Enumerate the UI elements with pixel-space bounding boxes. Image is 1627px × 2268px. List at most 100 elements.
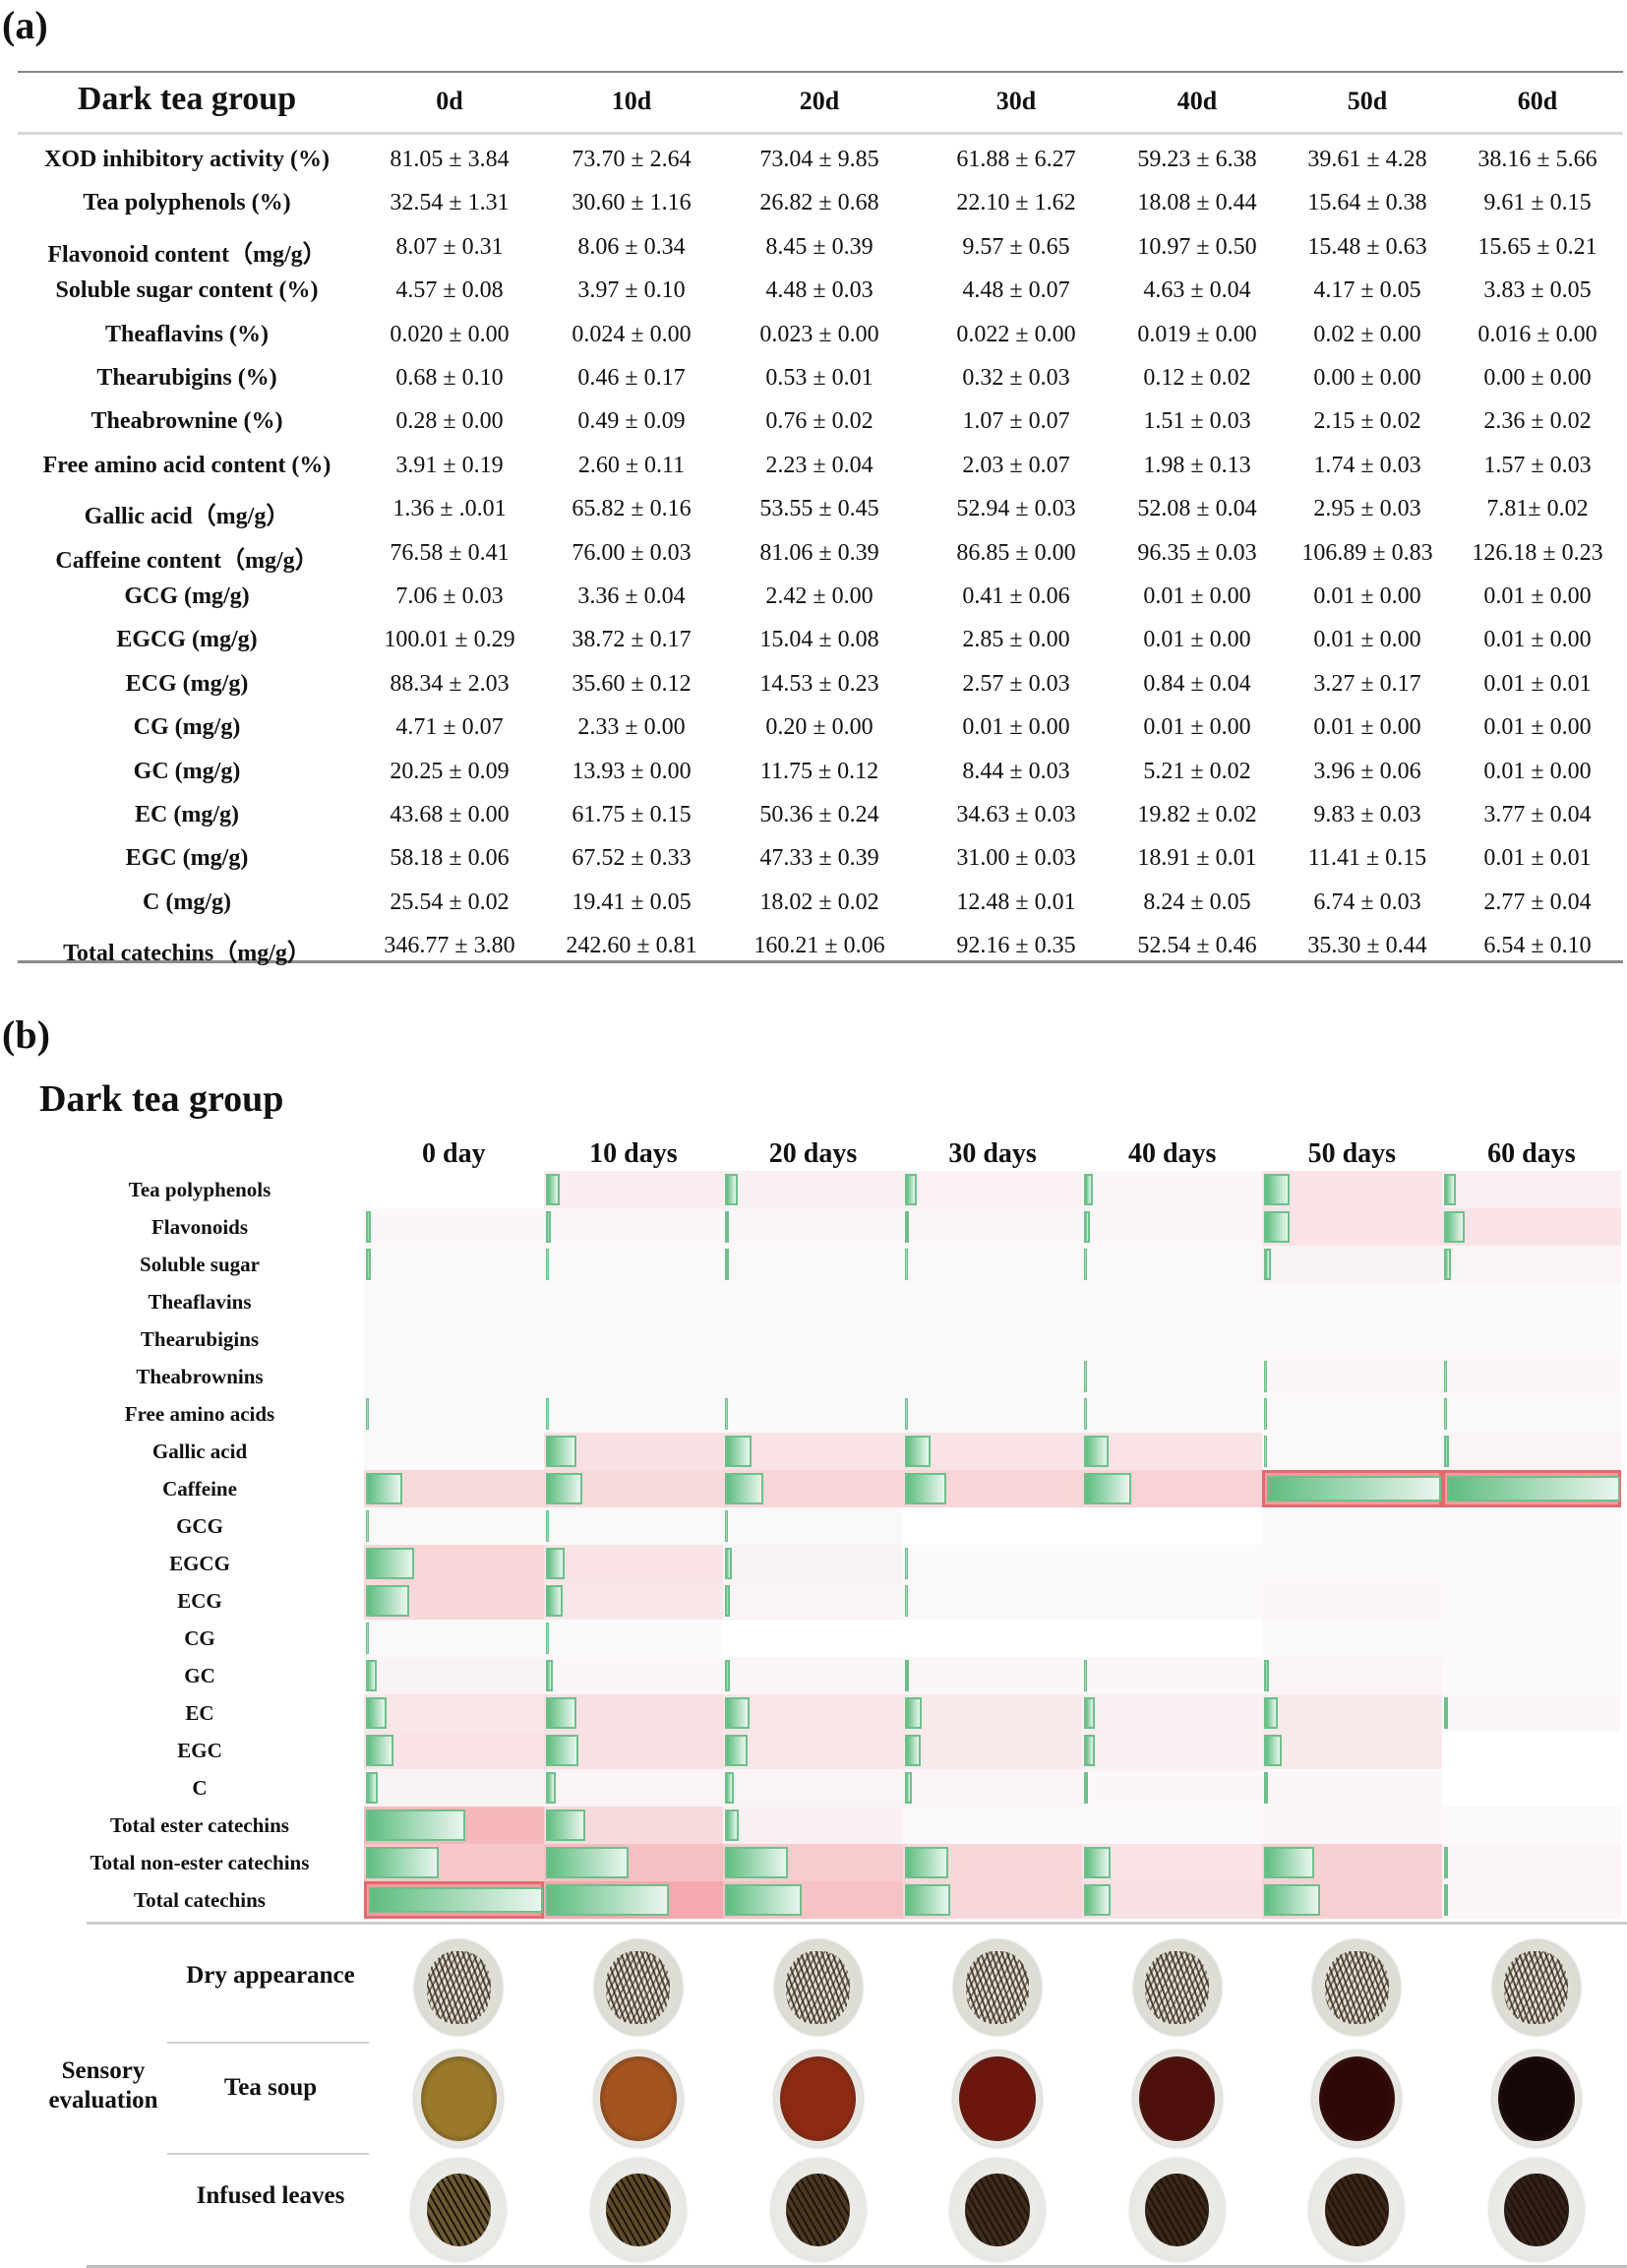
heatmap-cell xyxy=(1441,1433,1622,1470)
heatmap-cell xyxy=(902,1582,1083,1620)
heatmap-cell xyxy=(364,1694,544,1732)
heatmap-cell xyxy=(723,1620,903,1657)
heatmap-bar xyxy=(904,1436,932,1467)
heatmap-bar xyxy=(545,1697,577,1729)
table-cell: 50.36 ± 0.24 xyxy=(759,802,879,828)
heatmap-cell xyxy=(1262,1246,1442,1283)
row-label: Gallic acid（mg/g） xyxy=(84,504,290,530)
heatmap-cell xyxy=(364,1807,544,1844)
table-cell: 2.42 ± 0.00 xyxy=(765,583,874,609)
heatmap-cell xyxy=(902,1620,1083,1657)
heatmap-cell xyxy=(723,1657,903,1694)
infused-leaves xyxy=(426,2173,491,2247)
table-cell: 2.33 ± 0.00 xyxy=(577,714,686,741)
tea-soup-photo xyxy=(1132,2051,1222,2147)
heatmap-cell xyxy=(723,1208,903,1246)
table-cell: 15.48 ± 0.63 xyxy=(1307,233,1427,260)
heatmap-bar xyxy=(1443,1697,1448,1729)
heatmap-cell xyxy=(723,1732,903,1769)
heatmap-cell xyxy=(723,1395,903,1433)
heatmap-cell xyxy=(723,1171,903,1208)
table-cell: 3.27 ± 0.17 xyxy=(1313,670,1421,697)
table-cell: 0.01 ± 0.00 xyxy=(1483,627,1592,653)
table-cell: 61.88 ± 6.27 xyxy=(956,147,1076,172)
table-cell: 59.23 ± 6.38 xyxy=(1137,147,1257,172)
heatmap-cell xyxy=(543,1657,724,1694)
table-cell: 11.41 ± 0.15 xyxy=(1307,845,1427,872)
row-label: Theaflavins (%) xyxy=(104,321,270,347)
tea-liquor xyxy=(1318,2055,1395,2142)
heatmap-cell xyxy=(543,1283,724,1320)
heatmap-bar xyxy=(1264,1174,1291,1205)
heatmap-bar xyxy=(366,1735,394,1766)
table-cell: 0.023 ± 0.00 xyxy=(759,321,879,347)
table-cell: 6.74 ± 0.03 xyxy=(1313,889,1421,915)
heatmap-bar xyxy=(545,1211,551,1243)
heatmap-cell xyxy=(1262,1807,1442,1844)
heatmap-bar xyxy=(1264,1398,1267,1430)
table-cell: 8.44 ± 0.03 xyxy=(962,758,1070,784)
heatmap-bar xyxy=(1443,1211,1465,1243)
heatmap-bar xyxy=(1443,1436,1449,1467)
heatmap-cell xyxy=(1082,1620,1262,1657)
heatmap-bar xyxy=(545,1884,669,1916)
heatmap-bar xyxy=(366,1585,410,1617)
table-cell: 15.64 ± 0.38 xyxy=(1307,190,1427,216)
table-cell: 81.05 ± 3.84 xyxy=(390,147,510,172)
sensory-row-label: Infused leaves xyxy=(196,2182,345,2209)
heatmap-cell xyxy=(364,1246,544,1283)
table-cell: 9.57 ± 0.65 xyxy=(962,233,1070,260)
infused-leaf-photo xyxy=(1309,2159,1405,2261)
table-cell: 3.96 ± 0.06 xyxy=(1313,758,1421,784)
heatmap-bar xyxy=(1084,1884,1111,1916)
heatmap-column-header: 30 days xyxy=(948,1138,1037,1169)
heatmap-bar xyxy=(904,1473,947,1504)
table-cell: 4.71 ± 0.07 xyxy=(395,714,504,741)
heatmap-cell xyxy=(543,1620,724,1657)
dry-leaf-photo xyxy=(953,1939,1043,2036)
heatmap-cell xyxy=(1441,1620,1622,1657)
heatmap-bar xyxy=(1264,1772,1268,1804)
heatmap-cell xyxy=(1441,1657,1622,1694)
heatmap-cell xyxy=(543,1171,724,1208)
heatmap-bar xyxy=(1084,1735,1095,1766)
heatmap-bar xyxy=(1264,1884,1320,1916)
table-cell: 38.72 ± 0.17 xyxy=(572,627,692,653)
table-cell: 0.01 ± 0.00 xyxy=(962,714,1070,741)
heatmap-row-label: Thearubigins xyxy=(140,1327,260,1351)
heatmap-bar xyxy=(366,1809,465,1841)
table-cell: 0.01 ± 0.00 xyxy=(1483,583,1592,609)
row-label: C (mg/g) xyxy=(143,889,231,915)
heatmap-cell xyxy=(543,1844,724,1881)
table-cell: 25.54 ± 0.02 xyxy=(390,889,510,915)
heatmap-cell xyxy=(1262,1358,1442,1395)
table-cell: 92.16 ± 0.35 xyxy=(956,933,1076,959)
table-cell: 18.91 ± 0.01 xyxy=(1137,845,1257,872)
table-cell: 73.04 ± 9.85 xyxy=(759,147,879,172)
heatmap-bar xyxy=(1264,1361,1267,1392)
heatmap-row-label: C xyxy=(192,1776,208,1800)
row-label: Thearubigins (%) xyxy=(96,365,277,391)
heatmap-bar xyxy=(1084,1174,1094,1205)
heatmap-bar xyxy=(1443,1249,1451,1280)
infused-leaf-photo xyxy=(1488,2159,1584,2261)
table-cell: 242.60 ± 0.81 xyxy=(566,933,697,959)
tea-soup-photo xyxy=(414,2051,504,2147)
heatmap-cell xyxy=(902,1208,1083,1246)
heatmap-column-header: 20 days xyxy=(768,1138,858,1169)
heatmap-cell xyxy=(1082,1769,1262,1807)
heatmap-cell xyxy=(1262,1620,1442,1657)
heatmap-row-label: EGCG xyxy=(169,1552,230,1575)
heatmap-bar xyxy=(545,1585,564,1617)
heatmap-cell xyxy=(1082,1320,1262,1358)
heatmap-cell xyxy=(364,1620,544,1657)
dry-leaves xyxy=(1324,1950,1389,2025)
heatmap-cell xyxy=(1441,1732,1622,1769)
heatmap-bar xyxy=(1084,1772,1089,1804)
heatmap-cell xyxy=(543,1246,724,1283)
tea-liquor xyxy=(600,2055,677,2142)
heatmap-bar xyxy=(904,1772,912,1804)
infused-leaf-photo xyxy=(590,2159,686,2261)
heatmap-bar xyxy=(1084,1211,1090,1243)
heatmap-cell xyxy=(1262,1881,1442,1919)
